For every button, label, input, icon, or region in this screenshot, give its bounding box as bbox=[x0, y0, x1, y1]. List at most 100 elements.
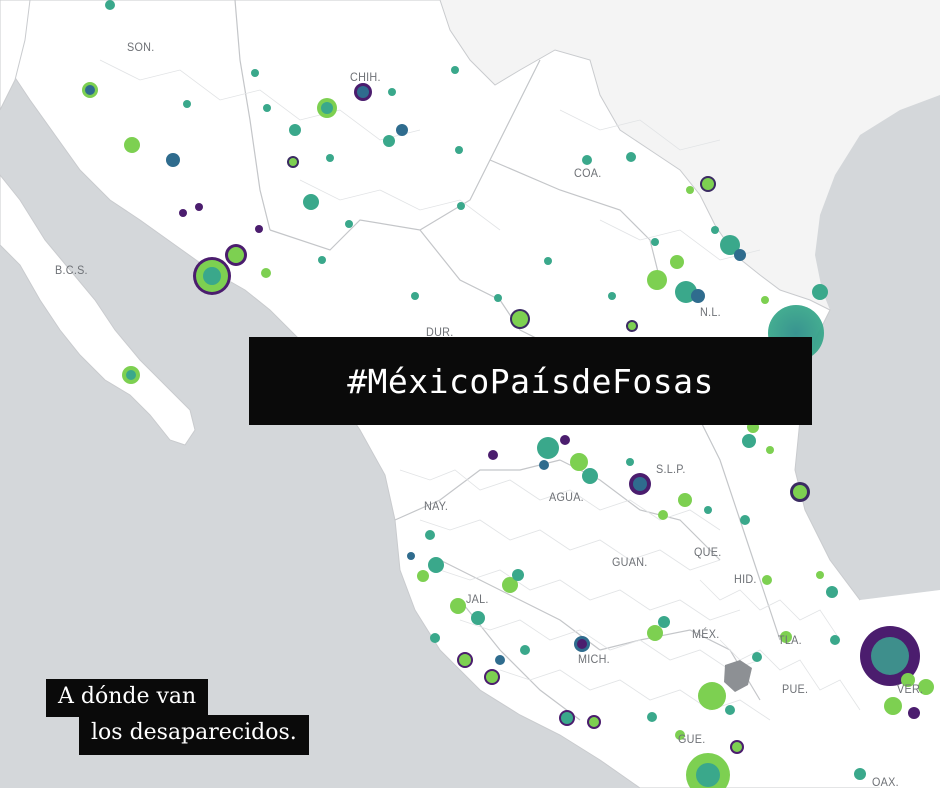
marker bbox=[457, 202, 465, 210]
marker bbox=[651, 238, 659, 246]
state-label-pue: PUE. bbox=[782, 682, 809, 696]
marker bbox=[582, 155, 592, 165]
marker bbox=[761, 296, 769, 304]
state-label-gue: GUE. bbox=[678, 732, 706, 746]
state-label-coa: COA. bbox=[574, 166, 602, 180]
state-label-dur: DUR. bbox=[426, 325, 454, 339]
marker bbox=[512, 311, 528, 327]
marker bbox=[255, 225, 263, 233]
state-label-son: SON. bbox=[127, 40, 155, 54]
marker bbox=[582, 468, 598, 484]
marker bbox=[704, 506, 712, 514]
marker bbox=[871, 637, 909, 675]
marker bbox=[732, 742, 742, 752]
state-label-tla: TLA. bbox=[778, 633, 802, 647]
marker bbox=[179, 209, 187, 217]
marker bbox=[720, 235, 740, 255]
marker bbox=[742, 434, 756, 448]
marker bbox=[658, 616, 670, 628]
marker bbox=[289, 158, 297, 166]
marker bbox=[734, 249, 746, 261]
marker bbox=[686, 186, 694, 194]
marker bbox=[560, 435, 570, 445]
state-label-nay: NAY. bbox=[424, 499, 449, 513]
marker bbox=[698, 682, 726, 710]
marker bbox=[126, 370, 136, 380]
marker bbox=[658, 510, 668, 520]
marker bbox=[908, 707, 920, 719]
marker bbox=[766, 446, 774, 454]
marker bbox=[345, 220, 353, 228]
state-label-bcs: B.C.S. bbox=[55, 263, 88, 277]
marker bbox=[577, 639, 587, 649]
marker bbox=[762, 575, 772, 585]
marker bbox=[451, 66, 459, 74]
marker bbox=[626, 458, 634, 466]
baja-peninsula bbox=[0, 174, 196, 446]
marker bbox=[124, 137, 140, 153]
marker bbox=[670, 255, 684, 269]
marker bbox=[725, 705, 735, 715]
marker bbox=[544, 257, 552, 265]
marker bbox=[647, 270, 667, 290]
marker bbox=[691, 289, 705, 303]
state-label-ver: VER. bbox=[897, 682, 924, 696]
marker bbox=[388, 88, 396, 96]
marker bbox=[486, 671, 498, 683]
marker bbox=[626, 152, 636, 162]
marker bbox=[228, 247, 244, 263]
marker bbox=[407, 552, 415, 560]
marker bbox=[696, 763, 720, 787]
state-label-chih: CHIH. bbox=[350, 70, 381, 84]
marker bbox=[901, 673, 915, 687]
state-label-hid: HID. bbox=[734, 572, 757, 586]
marker bbox=[495, 655, 505, 665]
marker bbox=[303, 194, 319, 210]
marker bbox=[854, 768, 866, 780]
state-borders bbox=[234, 0, 781, 721]
state-label-jal: JAL. bbox=[466, 592, 489, 606]
marker bbox=[675, 730, 685, 740]
marker bbox=[647, 712, 657, 722]
marker bbox=[512, 569, 524, 581]
marker bbox=[884, 697, 902, 715]
marker bbox=[826, 586, 838, 598]
marker bbox=[183, 100, 191, 108]
marker bbox=[251, 69, 259, 77]
state-label-slp: S.L.P. bbox=[656, 462, 686, 476]
state-label-mex: MÉX. bbox=[692, 627, 720, 641]
marker bbox=[321, 102, 333, 114]
marker bbox=[455, 146, 463, 154]
state-label-que: QUE. bbox=[694, 545, 722, 559]
marker bbox=[261, 268, 271, 278]
marker bbox=[740, 515, 750, 525]
marker bbox=[263, 104, 271, 112]
mexico-city-area bbox=[724, 660, 752, 692]
marker bbox=[357, 86, 369, 98]
marker bbox=[570, 453, 588, 471]
marker bbox=[417, 570, 429, 582]
caption-line-1: A dónde van bbox=[46, 679, 209, 717]
hashtag-text: #MéxicoPaísdeFosas bbox=[347, 361, 714, 401]
marker bbox=[411, 292, 419, 300]
marker bbox=[918, 679, 934, 695]
marker bbox=[793, 485, 807, 499]
state-label-nl: N.L. bbox=[700, 305, 721, 319]
marker bbox=[608, 292, 616, 300]
marker bbox=[589, 717, 599, 727]
marker bbox=[450, 598, 466, 614]
hashtag-banner: #MéxicoPaísdeFosas bbox=[249, 337, 812, 425]
marker bbox=[780, 631, 792, 643]
marker bbox=[494, 294, 502, 302]
marker bbox=[166, 153, 180, 167]
marker bbox=[85, 85, 95, 95]
marker bbox=[702, 178, 714, 190]
marker bbox=[752, 652, 762, 662]
marker bbox=[203, 267, 221, 285]
marker bbox=[488, 450, 498, 460]
state-label-mich: MICH. bbox=[578, 652, 610, 666]
marker bbox=[628, 322, 636, 330]
marker bbox=[396, 124, 408, 136]
state-label-agua: AGUA. bbox=[549, 490, 584, 504]
